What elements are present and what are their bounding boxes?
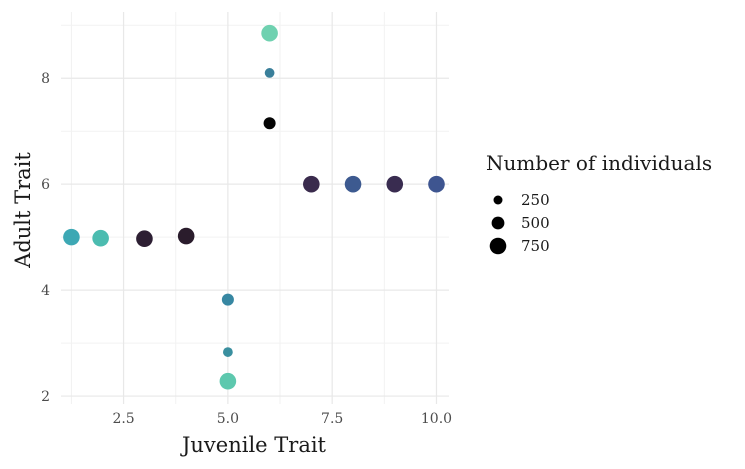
data-point: [92, 229, 109, 247]
x-axis-title: Juvenile Trait: [180, 433, 327, 457]
data-point: [344, 175, 362, 193]
y-axis-ticks: 2 4 6 8: [41, 71, 50, 405]
data-point: [263, 117, 276, 130]
legend-items: 250 500 750: [489, 191, 550, 255]
legend: Number of individuals 250 500 750: [486, 151, 712, 255]
data-point: [428, 175, 445, 193]
x-tick-label: 10.0: [421, 411, 452, 427]
data-point: [264, 68, 275, 78]
legend-label: 250: [521, 191, 550, 209]
data-point: [63, 228, 80, 246]
data-point: [136, 230, 153, 248]
y-tick-label: 6: [41, 177, 50, 193]
legend-key: [491, 216, 505, 230]
data-point: [303, 175, 320, 193]
y-tick-label: 4: [41, 283, 50, 299]
grid-major: [61, 12, 449, 404]
grid-minor: [61, 12, 449, 404]
x-axis-ticks: 2.5 5.0 7.5 10.0: [112, 411, 452, 427]
data-point: [221, 293, 234, 306]
x-tick-label: 5.0: [217, 411, 239, 427]
y-tick-label: 8: [41, 71, 50, 87]
x-tick-label: 7.5: [321, 411, 343, 427]
data-points: [63, 24, 445, 390]
legend-label: 500: [521, 214, 550, 232]
legend-key: [493, 195, 503, 205]
y-axis-title: Adult Trait: [11, 152, 35, 269]
data-point: [261, 24, 278, 42]
data-point: [219, 372, 237, 390]
data-point: [223, 347, 233, 357]
x-tick-label: 2.5: [112, 411, 134, 427]
y-tick-label: 2: [41, 389, 50, 405]
legend-label: 750: [521, 237, 550, 255]
data-point: [386, 175, 404, 193]
legend-title: Number of individuals: [486, 151, 712, 175]
legend-key: [489, 237, 507, 255]
data-point: [177, 227, 195, 245]
